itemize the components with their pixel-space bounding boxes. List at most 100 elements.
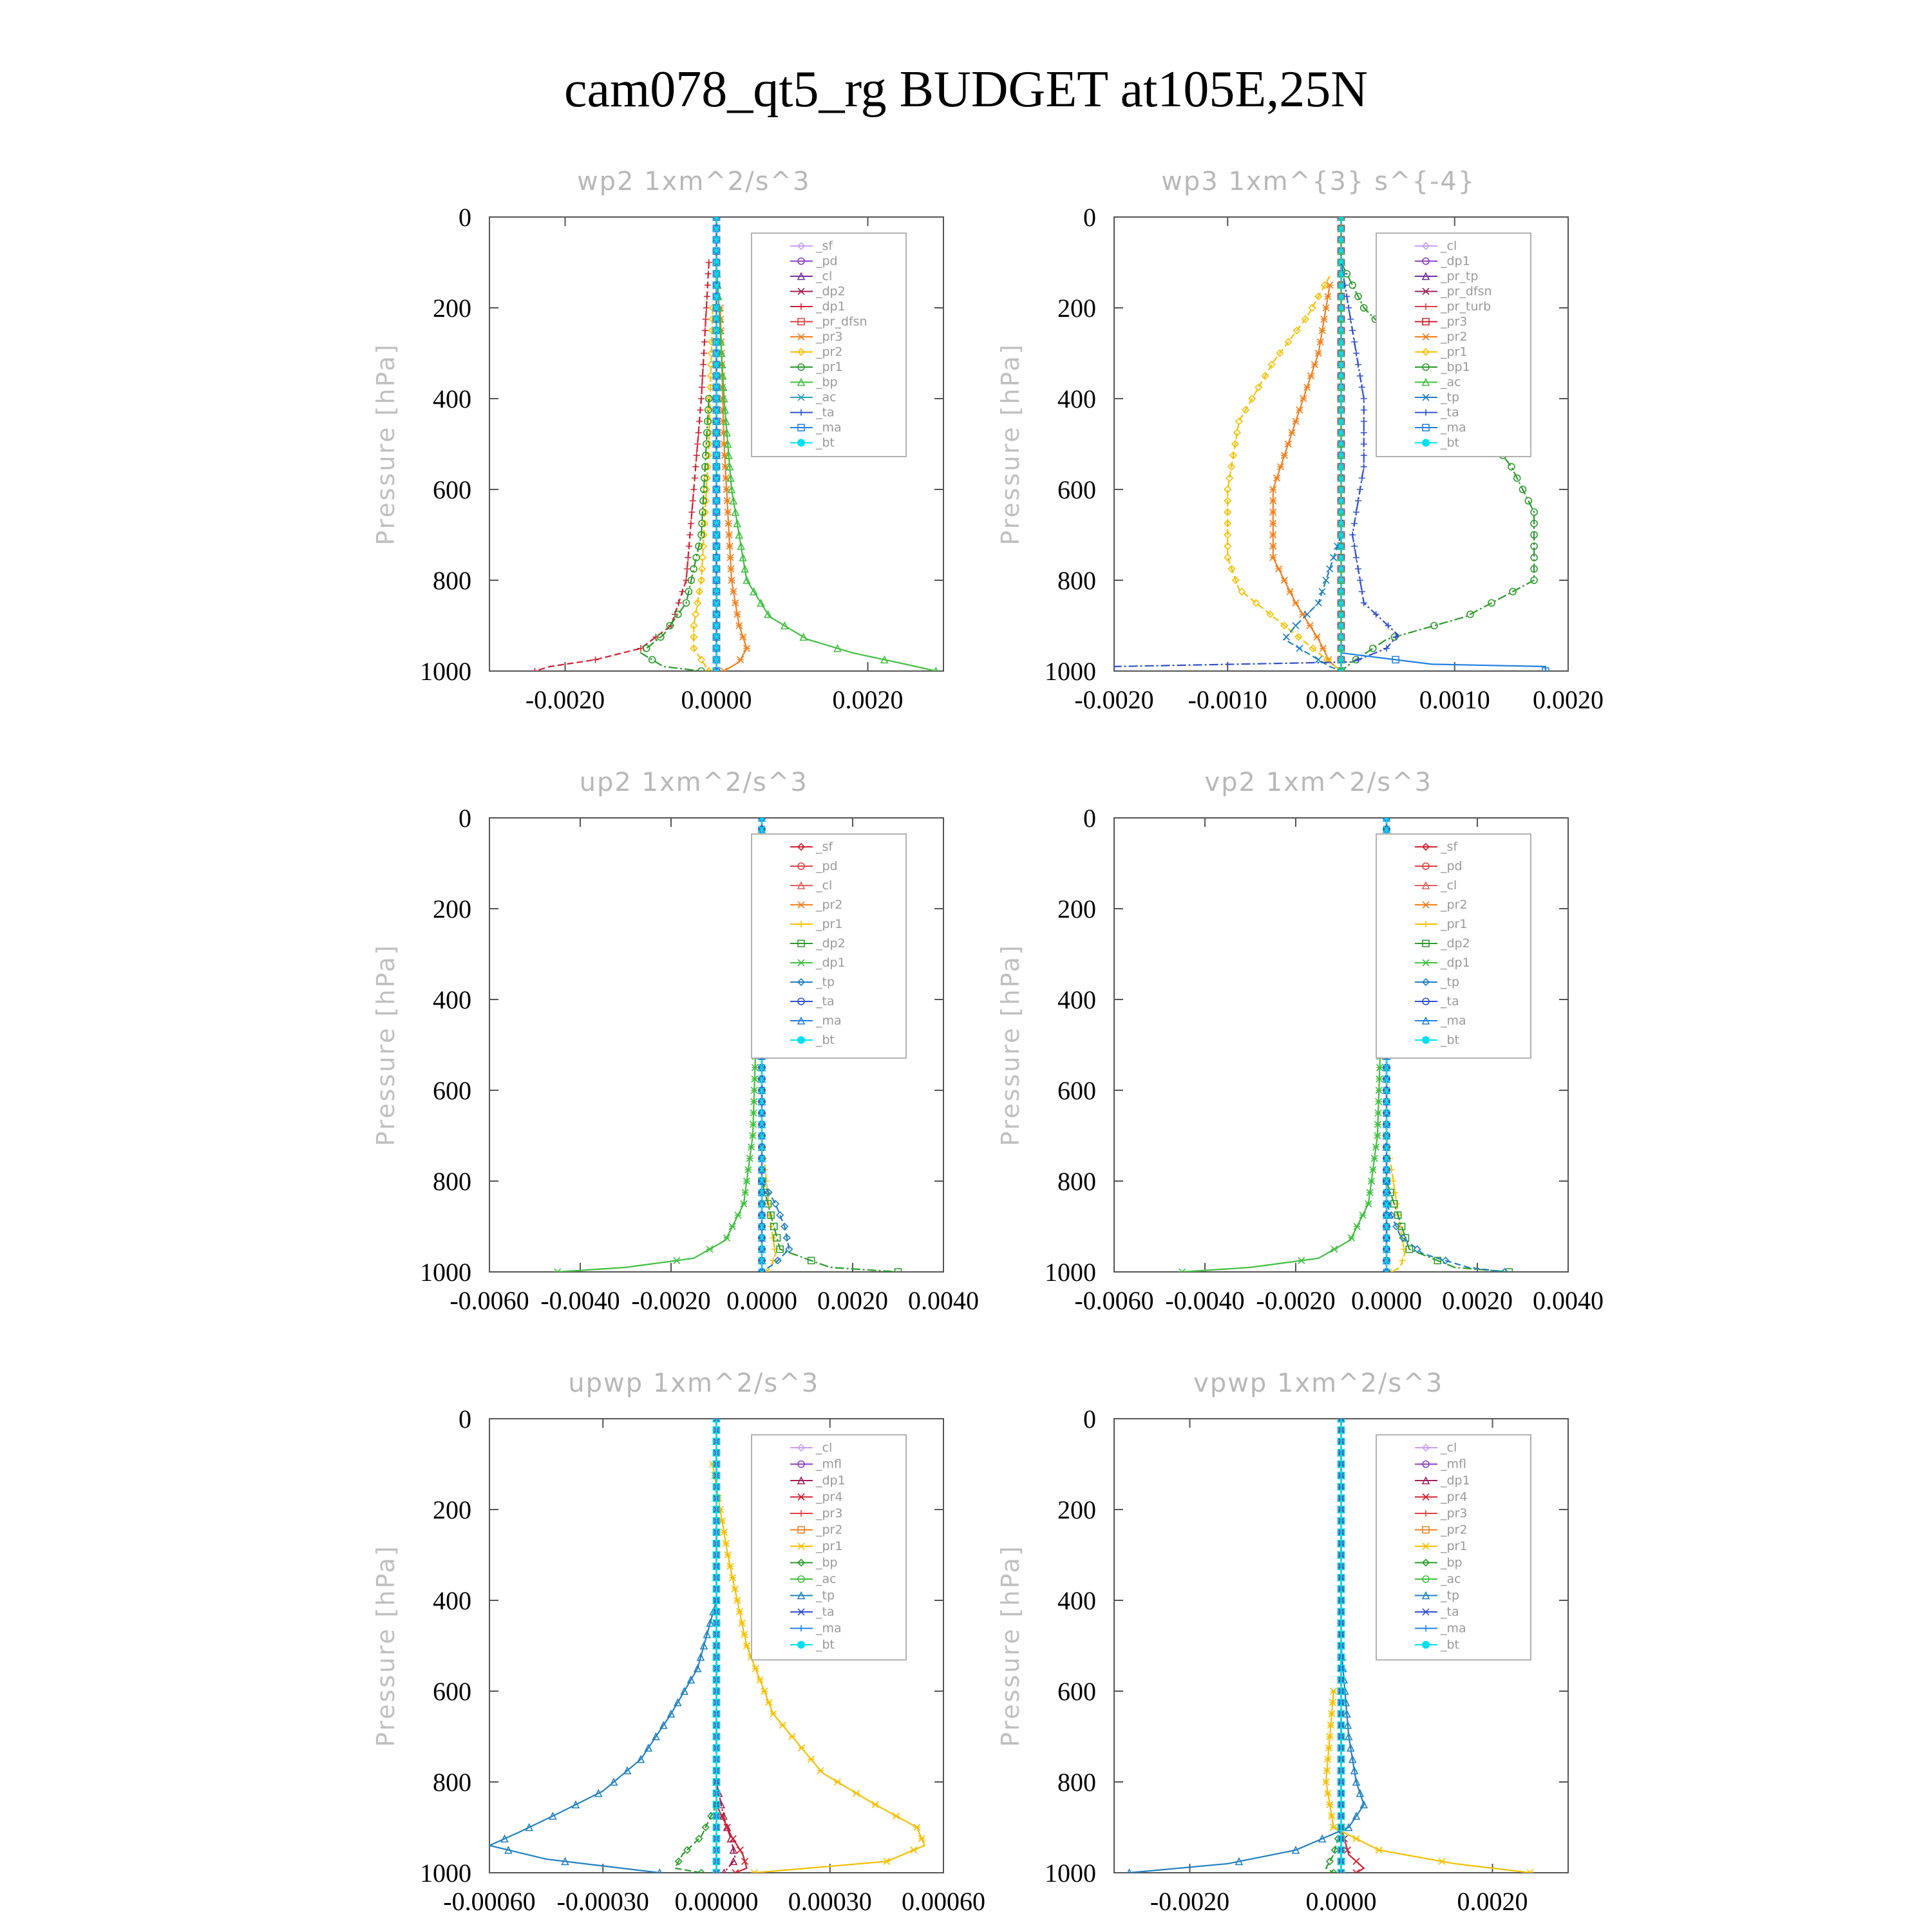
data-point — [673, 1698, 682, 1707]
data-point — [1329, 1868, 1338, 1873]
data-point — [1324, 292, 1332, 300]
legend-marker — [797, 978, 806, 987]
legend-label: _tp — [1440, 1589, 1459, 1603]
legend-marker — [797, 1526, 805, 1534]
data-point — [1337, 1596, 1345, 1604]
legend-marker — [797, 377, 806, 386]
data-point — [772, 1200, 780, 1208]
x-tick-label: -0.0020 — [631, 1286, 710, 1315]
data-point — [1337, 383, 1345, 391]
legend-label: _ma — [1440, 1622, 1466, 1636]
data-point — [712, 327, 721, 334]
data-point — [1337, 1801, 1345, 1809]
data-point — [1524, 497, 1533, 505]
series-line — [761, 1135, 777, 1272]
data-point — [1337, 1857, 1345, 1866]
data-point — [712, 451, 721, 459]
data-point — [743, 1642, 751, 1650]
data-point — [750, 1109, 757, 1117]
data-point — [727, 565, 735, 573]
data-point — [1313, 633, 1321, 641]
data-point — [1267, 360, 1276, 369]
chart-panel-1: wp2 1xm^2/s^3 Pressure [hPa] 0 200 400 600 800… — [372, 167, 944, 714]
legend-label: _mfl — [815, 1457, 842, 1472]
data-point — [708, 327, 716, 335]
legend-label: _cl — [1440, 1441, 1457, 1455]
data-point — [712, 497, 721, 505]
y-tick-label: 0 — [1083, 804, 1096, 833]
data-point — [1337, 1664, 1345, 1672]
data-point — [712, 217, 721, 221]
data-point — [1352, 1857, 1360, 1865]
data-point — [1349, 281, 1356, 289]
data-point — [1374, 1132, 1381, 1140]
data-point — [1366, 1189, 1374, 1197]
data-point — [726, 542, 734, 550]
legend: _sf _pd _cl _pr2 _pr1 _dp2 _dp1 _tp _ta _ma _bt — [751, 833, 907, 1059]
data-point — [1269, 531, 1277, 539]
data-point — [1360, 429, 1367, 436]
legend-marker — [797, 1641, 805, 1649]
x-tick-label: -0.00060 — [443, 1887, 535, 1916]
data-point — [723, 497, 731, 505]
data-point — [692, 610, 700, 619]
data-point — [712, 576, 721, 584]
data-point — [723, 1823, 732, 1832]
data-point — [1337, 520, 1345, 527]
data-point — [1351, 520, 1358, 527]
data-point — [737, 656, 744, 663]
data-point — [697, 531, 705, 539]
x-tick-label: 0.0000 — [1351, 1286, 1422, 1315]
data-point — [1314, 656, 1322, 663]
data-point — [1337, 645, 1345, 652]
data-point — [712, 1419, 721, 1423]
data-point — [1351, 338, 1358, 345]
data-point — [712, 645, 721, 652]
legend-marker — [798, 1510, 804, 1517]
data-point — [1343, 1846, 1351, 1854]
data-point — [1286, 588, 1294, 596]
data-point — [706, 383, 715, 392]
data-point — [751, 1075, 759, 1083]
data-point — [1248, 394, 1256, 403]
data-point — [718, 371, 727, 380]
data-point — [719, 383, 728, 392]
x-tick-label: -0.0020 — [1256, 1286, 1335, 1315]
legend-label: _pr_turb — [1440, 299, 1491, 314]
data-point — [1337, 1732, 1345, 1741]
legend-marker — [797, 317, 805, 326]
data-point — [749, 1121, 757, 1128]
series-dp1 — [554, 818, 766, 1272]
data-point — [1327, 1721, 1334, 1729]
data-point — [1530, 565, 1538, 573]
data-point — [750, 1098, 758, 1106]
data-point — [712, 1835, 721, 1842]
data-point — [712, 1506, 721, 1513]
data-point — [733, 519, 742, 527]
data-point — [757, 1097, 766, 1106]
data-point — [1337, 656, 1345, 663]
legend-marker — [797, 1575, 805, 1583]
series-line — [1182, 818, 1388, 1272]
data-point — [1358, 384, 1365, 391]
data-point — [737, 542, 745, 550]
legend-label: _pr2 — [1440, 1523, 1467, 1537]
data-point — [712, 1596, 721, 1604]
legend-marker — [1421, 842, 1430, 851]
legend-marker — [797, 1493, 805, 1501]
data-point — [690, 486, 697, 493]
data-point — [788, 1732, 796, 1741]
panel-title: wp2 1xm^2/s^3 — [577, 167, 811, 196]
data-point — [1337, 497, 1345, 505]
data-point — [712, 1449, 721, 1457]
data-point — [1337, 1869, 1345, 1873]
data-point — [690, 565, 698, 573]
legend-box — [1376, 232, 1531, 457]
x-tick-label: 0.0000 — [1306, 685, 1377, 714]
data-point — [1349, 531, 1356, 538]
series-line — [1272, 285, 1342, 671]
data-point — [1382, 1244, 1391, 1253]
y-tick-label: 400 — [1057, 384, 1096, 413]
data-point — [1337, 1698, 1345, 1707]
legend-label: _ma — [815, 1014, 842, 1028]
